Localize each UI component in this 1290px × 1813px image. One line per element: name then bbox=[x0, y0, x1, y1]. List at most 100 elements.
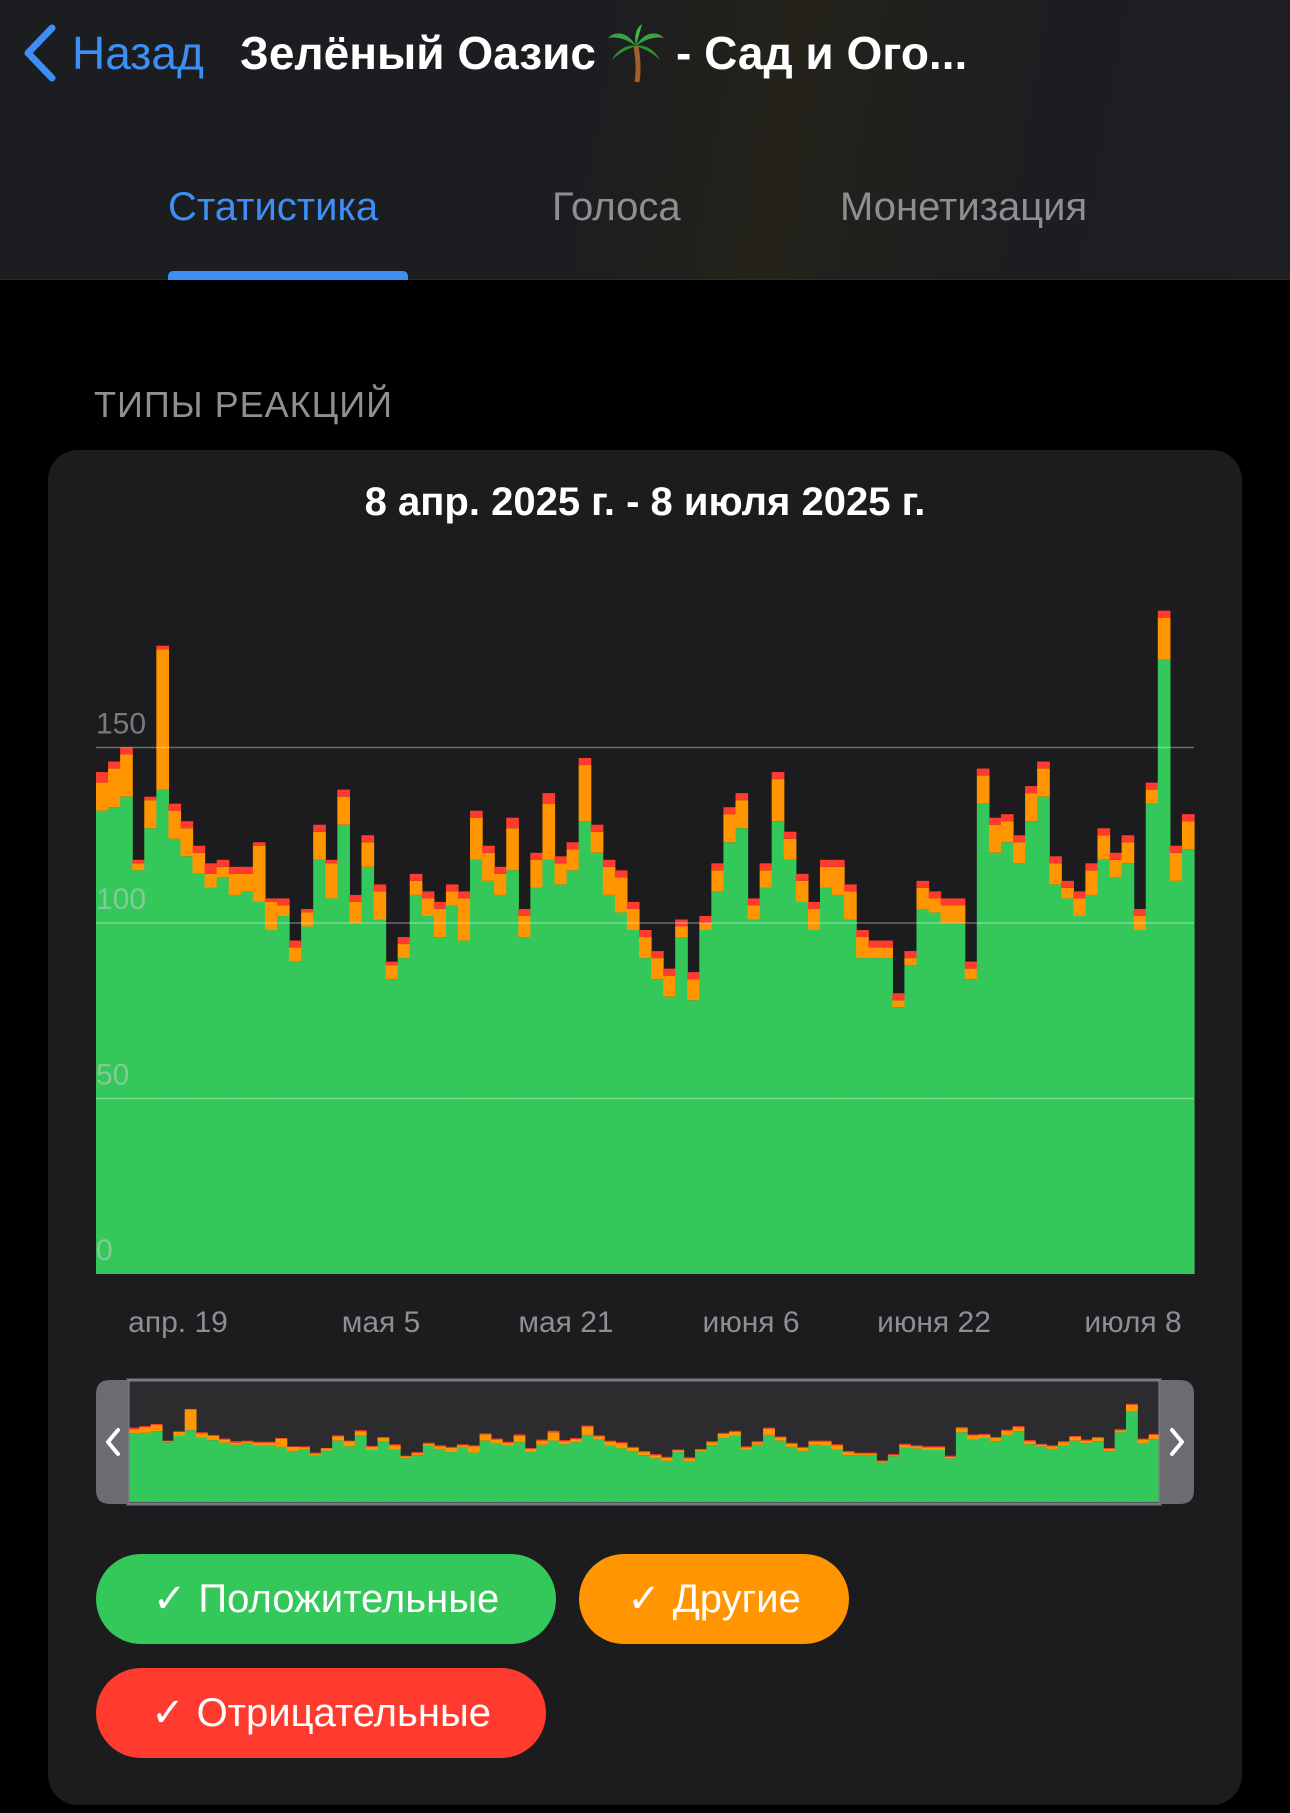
bar-other bbox=[1073, 898, 1087, 916]
bar-negative bbox=[988, 817, 1002, 825]
navigator-left-handle[interactable] bbox=[96, 1380, 128, 1504]
bar-other bbox=[168, 810, 182, 839]
mini-bar-negative bbox=[989, 1437, 1002, 1439]
mini-bar-positive bbox=[1023, 1444, 1036, 1502]
mini-bar-negative bbox=[1057, 1441, 1070, 1443]
bar-other bbox=[807, 908, 821, 931]
bar-positive bbox=[264, 930, 278, 1274]
bar-positive bbox=[240, 891, 254, 1274]
mini-bar-positive bbox=[808, 1444, 821, 1502]
page-title: Зелёный Оазис - Сад и Ого... bbox=[240, 18, 967, 88]
bar-positive bbox=[735, 828, 749, 1274]
bar-other bbox=[759, 870, 773, 888]
bar-other bbox=[940, 905, 954, 923]
mini-bar-other bbox=[1091, 1438, 1104, 1442]
mini-bar-positive bbox=[354, 1435, 367, 1502]
legend-positive-toggle[interactable]: ✓ Положительные bbox=[96, 1554, 556, 1644]
bar-negative bbox=[1097, 828, 1111, 836]
mini-bar-positive bbox=[150, 1431, 163, 1502]
mini-bar-positive bbox=[899, 1447, 911, 1502]
bar-other bbox=[1121, 842, 1135, 864]
bar-positive bbox=[132, 870, 145, 1274]
mini-bar-negative bbox=[1035, 1443, 1048, 1445]
mini-bar-other bbox=[218, 1439, 231, 1443]
bar-negative bbox=[228, 866, 242, 874]
bar-other bbox=[614, 877, 628, 913]
bar-positive bbox=[120, 796, 133, 1274]
mini-bar-other bbox=[456, 1445, 469, 1448]
mini-bar-other bbox=[377, 1438, 390, 1442]
bar-other bbox=[494, 873, 507, 895]
bar-other bbox=[1097, 835, 1111, 860]
mini-bar-other bbox=[354, 1431, 367, 1436]
mini-bar-negative bbox=[196, 1432, 208, 1434]
tab-statistics[interactable]: Статистика bbox=[168, 185, 379, 229]
bar-positive bbox=[638, 958, 652, 1274]
mini-bar-positive bbox=[785, 1446, 798, 1502]
bar-positive bbox=[482, 880, 495, 1274]
bar-positive bbox=[590, 852, 604, 1274]
bar-positive bbox=[530, 887, 544, 1274]
mini-bar-other bbox=[1035, 1444, 1048, 1447]
section-title: ТИПЫ РЕАКЦИЙ bbox=[94, 384, 393, 425]
mini-bar-negative bbox=[275, 1438, 288, 1439]
bar-negative bbox=[518, 908, 531, 916]
navigator-right-handle[interactable] bbox=[1160, 1380, 1194, 1504]
back-button[interactable]: Назад bbox=[18, 18, 204, 88]
tab-votes[interactable]: Голоса bbox=[552, 185, 681, 229]
mini-bar-negative bbox=[128, 1427, 140, 1430]
bar-negative bbox=[397, 937, 411, 945]
mini-bar-negative bbox=[967, 1434, 980, 1436]
mini-bar-positive bbox=[309, 1455, 322, 1502]
mini-bar-positive bbox=[456, 1447, 469, 1502]
mini-bar-other bbox=[422, 1443, 435, 1446]
mini-bar-negative bbox=[230, 1441, 242, 1443]
mini-bar-positive bbox=[615, 1448, 628, 1502]
mini-bar-other bbox=[524, 1448, 537, 1453]
navigator-bars bbox=[128, 1403, 1161, 1502]
mini-bar-other bbox=[184, 1409, 197, 1431]
mini-bar-positive bbox=[819, 1445, 832, 1502]
mini-bar-other bbox=[1001, 1430, 1014, 1435]
mini-bar-other bbox=[286, 1446, 299, 1452]
bar-other bbox=[337, 796, 350, 825]
bar-negative bbox=[433, 901, 447, 909]
bar-other bbox=[156, 649, 169, 790]
mini-bar-positive bbox=[1069, 1440, 1082, 1502]
bar-negative bbox=[892, 993, 906, 1001]
bar-other bbox=[747, 905, 761, 920]
mini-bar-positive bbox=[672, 1452, 685, 1502]
mini-bar-other bbox=[797, 1447, 809, 1452]
mini-bar-other bbox=[774, 1437, 787, 1441]
mini-bar-positive bbox=[1137, 1443, 1150, 1502]
mini-bar-positive bbox=[1046, 1448, 1059, 1502]
mini-bar-positive bbox=[536, 1444, 549, 1502]
tab-monetization[interactable]: Монетизация bbox=[840, 185, 1088, 229]
reactions-chart[interactable]: 0 50 100 150 апр. 19 мая 5 мая 21 июня 6 июня 22… bbox=[48, 450, 1242, 1700]
palm-tree-icon bbox=[607, 24, 664, 83]
mini-bar-other bbox=[162, 1441, 174, 1443]
legend-negative-toggle[interactable]: ✓ Отрицательные bbox=[96, 1668, 546, 1758]
mini-bar-positive bbox=[1125, 1411, 1138, 1502]
mini-bar-positive bbox=[933, 1450, 946, 1502]
legend-other-toggle[interactable]: ✓ Другие bbox=[579, 1554, 849, 1644]
bar-negative bbox=[470, 810, 483, 818]
mini-bar-other bbox=[910, 1446, 923, 1449]
mini-bar-other bbox=[842, 1452, 855, 1456]
mini-bar-negative bbox=[740, 1446, 753, 1448]
bar-positive bbox=[964, 979, 978, 1274]
bar-negative bbox=[735, 793, 749, 801]
bar-positive bbox=[880, 958, 893, 1274]
bar-negative bbox=[482, 845, 495, 853]
bar-other bbox=[952, 905, 966, 923]
bar-positive bbox=[988, 852, 1002, 1274]
mini-bar-negative bbox=[944, 1455, 957, 1457]
mini-bar-positive bbox=[853, 1455, 866, 1502]
mini-bar-positive bbox=[377, 1441, 390, 1502]
mini-bar-negative bbox=[978, 1433, 991, 1435]
mini-bar-positive bbox=[751, 1444, 764, 1502]
bar-other bbox=[470, 817, 483, 860]
bar-positive bbox=[1037, 796, 1050, 1274]
bar-positive bbox=[192, 873, 206, 1274]
bar-negative bbox=[747, 898, 761, 906]
